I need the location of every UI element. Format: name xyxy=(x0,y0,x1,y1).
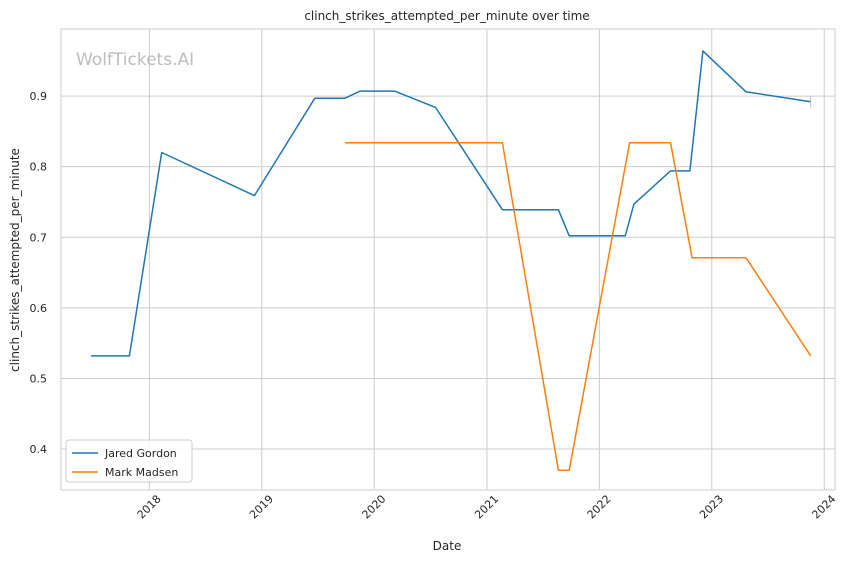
legend-label-mark-madsen: Mark Madsen xyxy=(105,466,178,479)
watermark: WolfTickets.AI xyxy=(76,50,194,70)
y-tick-labels: 0.4 0.5 0.6 0.7 0.8 0.9 xyxy=(30,90,48,456)
y-tick-label-0.8: 0.8 xyxy=(30,161,48,174)
legend-label-jared-gordon: Jared Gordon xyxy=(104,447,177,460)
series-line-jared-gordon xyxy=(90,50,811,357)
y-tick-label-0.4: 0.4 xyxy=(30,443,48,456)
y-tick-label-0.5: 0.5 xyxy=(30,372,48,385)
y-tick-label-0.7: 0.7 xyxy=(30,231,48,244)
series-line-mark-madsen xyxy=(345,141,812,471)
y-axis-title: clinch_strikes_attempted_per_minute xyxy=(8,148,22,372)
plot-area-frame xyxy=(60,28,836,491)
y-tick-label-0.6: 0.6 xyxy=(30,302,48,315)
chart-title: clinch_strikes_attempted_per_minute over… xyxy=(304,9,589,23)
legend: Jared Gordon Mark Madsen xyxy=(65,439,193,483)
series-lines xyxy=(90,50,812,471)
x-axis-title: Date xyxy=(433,539,462,553)
y-tick-label-0.9: 0.9 xyxy=(30,90,48,103)
